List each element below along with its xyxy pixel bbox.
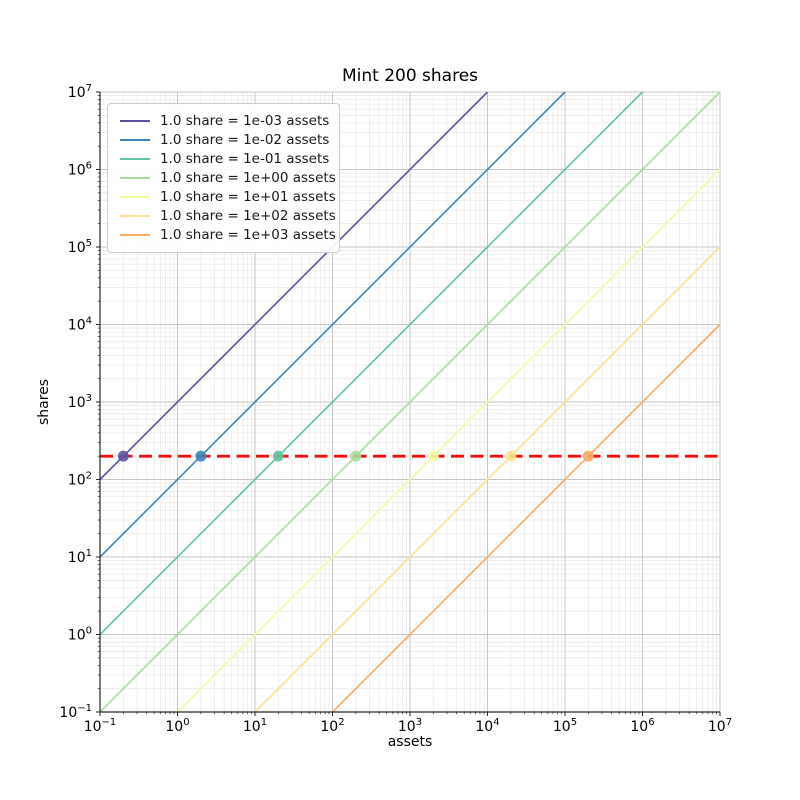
legend-entry: 1.0 share = 1e+00 assets [120, 168, 336, 187]
legend-line-swatch [120, 215, 150, 218]
legend-line-swatch [120, 157, 150, 160]
x-tick-label: 105 [553, 717, 577, 735]
x-tick-label: 102 [320, 717, 344, 735]
series-line [254, 246, 721, 713]
marker-dot [195, 450, 207, 462]
legend-entry: 1.0 share = 1e-03 assets [120, 111, 331, 130]
legend-label: 1.0 share = 1e+00 assets [160, 169, 336, 186]
marker-dot [117, 450, 129, 462]
legend-entry: 1.0 share = 1e-02 assets [120, 130, 331, 149]
legend-line-swatch [120, 138, 150, 141]
legend-label: 1.0 share = 1e-01 assets [160, 150, 330, 167]
legend-label: 1.0 share = 1e-03 assets [160, 112, 330, 129]
legend-line-swatch [120, 196, 150, 199]
x-tick-label: 107 [708, 717, 732, 735]
marker-dot [350, 450, 362, 462]
x-tick-label: 100 [165, 717, 189, 735]
marker-dot [272, 450, 284, 462]
y-tick-label: 103 [68, 393, 92, 411]
x-tick-label: 103 [398, 717, 422, 735]
legend-label: 1.0 share = 1e+01 assets [160, 189, 336, 206]
series-line [331, 323, 721, 713]
series-line [99, 91, 721, 713]
legend-label: 1.0 share = 1e+02 assets [160, 208, 336, 225]
x-tick-label: 101 [243, 717, 267, 735]
y-tick-label: 100 [68, 626, 92, 644]
legend-label: 1.0 share = 1e-02 assets [160, 131, 330, 148]
chart-title: Mint 200 shares [341, 66, 479, 86]
legend-entry: 1.0 share = 1e+03 assets [120, 226, 336, 245]
marker-dot [582, 450, 594, 462]
legend-label: 1.0 share = 1e+03 assets [160, 227, 336, 244]
y-tick-label: 106 [68, 161, 92, 179]
series-line [99, 91, 489, 481]
x-tick-label: 10−1 [84, 717, 117, 735]
legend: 1.0 share = 1e-03 assets 1.0 share = 1e-0… [107, 103, 340, 253]
x-tick-label: 104 [475, 717, 499, 735]
series-line [176, 168, 721, 713]
legend-entry: 1.0 share = 1e+02 assets [120, 207, 336, 226]
series-line [99, 91, 566, 558]
legend-line-swatch [120, 234, 150, 237]
series-line [99, 91, 644, 636]
marker-dot [505, 450, 517, 462]
x-axis-label: assets [387, 734, 433, 750]
y-axis-label: shares [36, 378, 52, 426]
legend-entry: 1.0 share = 1e+01 assets [120, 188, 336, 207]
x-tick-label: 106 [630, 717, 654, 735]
y-tick-label: 104 [68, 316, 92, 334]
y-tick-label: 107 [68, 83, 92, 101]
y-tick-label: 102 [68, 471, 92, 489]
y-tick-label: 101 [68, 548, 92, 566]
marker-dot [427, 450, 439, 462]
legend-line-swatch [120, 176, 150, 179]
y-tick-label: 105 [68, 238, 92, 256]
legend-line-swatch [120, 119, 150, 122]
legend-entry: 1.0 share = 1e-01 assets [120, 149, 331, 168]
